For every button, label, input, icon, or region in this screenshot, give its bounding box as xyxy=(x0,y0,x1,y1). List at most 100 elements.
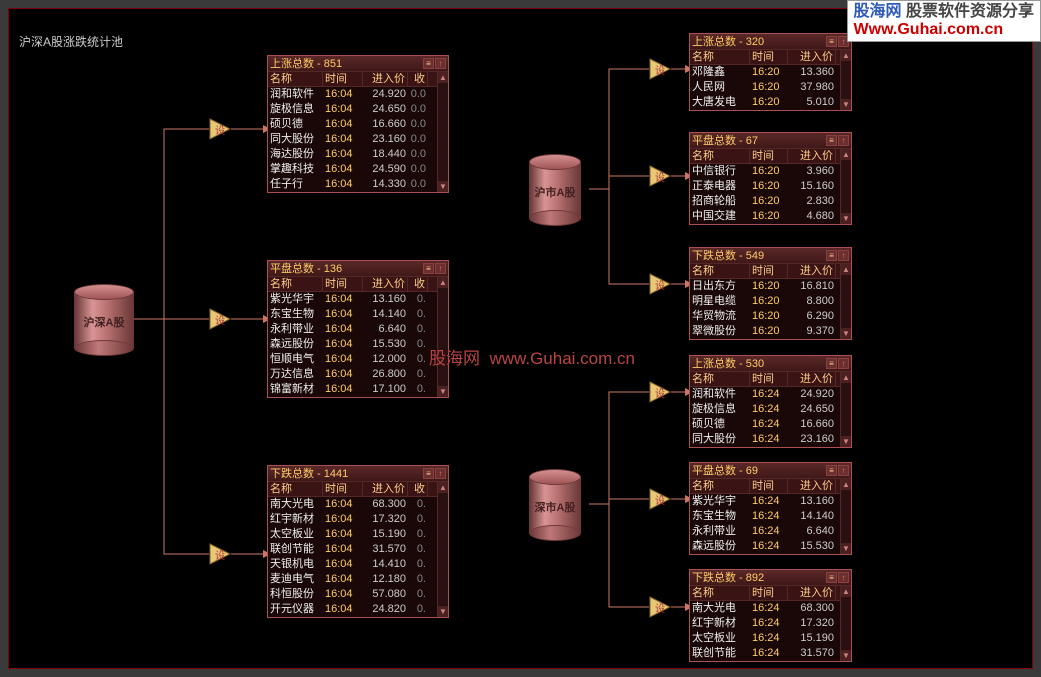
scrollbar[interactable]: ▲▼ xyxy=(840,479,851,554)
menu-icon[interactable]: ≡ xyxy=(423,263,434,274)
table-row[interactable]: 永利带业16:246.640 xyxy=(690,524,851,539)
table-row[interactable]: 中国交建16:204.680 xyxy=(690,209,851,224)
panel-header[interactable]: 平盘总数 - 136 ≡↑ xyxy=(268,261,448,277)
table-row[interactable]: 同大股份16:0423.1600.0 xyxy=(268,132,448,147)
table-row[interactable]: 正泰电器16:2015.160 xyxy=(690,179,851,194)
table-row[interactable]: 硕贝德16:2416.660 xyxy=(690,417,851,432)
cylinder-ss[interactable]: 深市A股 xyxy=(529,469,581,541)
table-row[interactable]: 南大光电16:2468.300 xyxy=(690,601,851,616)
table-row[interactable]: 掌趣科技16:0424.5900.0 xyxy=(268,162,448,177)
watermark-banner: 股海网 股票软件资源分享 Www.Guhai.com.cn xyxy=(847,0,1041,42)
filter-triangle[interactable]: 设 xyxy=(649,165,671,187)
page-title: 沪深A股涨跌统计池 xyxy=(19,33,123,50)
table-row[interactable]: 华贸物流16:206.290 xyxy=(690,309,851,324)
table-row[interactable]: 中信银行16:203.960 xyxy=(690,164,851,179)
table-row[interactable]: 联创节能16:0431.5700. xyxy=(268,542,448,557)
table-row[interactable]: 海达股份16:0418.4400.0 xyxy=(268,147,448,162)
scrollbar[interactable]: ▲▼ xyxy=(840,149,851,224)
up-arrow-icon[interactable]: ↑ xyxy=(435,263,446,274)
panel-header[interactable]: 上涨总数 - 530≡↑ xyxy=(690,356,851,372)
table-row[interactable]: 联创节能16:2431.570 xyxy=(690,646,851,661)
table-header: 名称时间进入价 xyxy=(690,372,851,387)
up-arrow-icon[interactable]: ↑ xyxy=(838,135,849,146)
table-header: 名称时间进入价 xyxy=(690,50,851,65)
scrollbar[interactable]: ▲▼ xyxy=(840,372,851,447)
table-row[interactable]: 永利带业16:046.6400. xyxy=(268,322,448,337)
panel-ss-down: 下跌总数 - 892≡↑ 名称时间进入价 南大光电16:2468.300红宇新材… xyxy=(689,569,852,662)
menu-icon[interactable]: ≡ xyxy=(826,572,837,583)
filter-triangle[interactable]: 设 xyxy=(649,273,671,295)
cylinder-hs[interactable]: 沪市A股 xyxy=(529,154,581,226)
menu-icon[interactable]: ≡ xyxy=(826,250,837,261)
table-row[interactable]: 森远股份16:0415.5300. xyxy=(268,337,448,352)
table-row[interactable]: 锦富新材16:0417.1000. xyxy=(268,382,448,397)
panel-header[interactable]: 下跌总数 - 1441 ≡↑ xyxy=(268,466,448,482)
table-header: 名称时间进入价收 xyxy=(268,277,448,292)
panel-header[interactable]: 下跌总数 - 892≡↑ xyxy=(690,570,851,586)
filter-triangle[interactable]: 设 xyxy=(649,58,671,80)
filter-triangle[interactable]: 设 xyxy=(209,118,231,140)
table-row[interactable]: 招商轮船16:202.830 xyxy=(690,194,851,209)
table-row[interactable]: 太空板业16:0415.1900. xyxy=(268,527,448,542)
filter-triangle[interactable]: 设 xyxy=(209,543,231,565)
panel-hs-flat: 平盘总数 - 67≡↑ 名称时间进入价 中信银行16:203.960正泰电器16… xyxy=(689,132,852,225)
table-row[interactable]: 明星电缆16:208.800 xyxy=(690,294,851,309)
panel-header[interactable]: 平盘总数 - 69≡↑ xyxy=(690,463,851,479)
panel-header[interactable]: 平盘总数 - 67≡↑ xyxy=(690,133,851,149)
table-row[interactable]: 红宇新材16:0417.3200. xyxy=(268,512,448,527)
table-row[interactable]: 太空板业16:2415.190 xyxy=(690,631,851,646)
table-row[interactable]: 东宝生物16:0414.1400. xyxy=(268,307,448,322)
table-row[interactable]: 恒顺电气16:0412.0000. xyxy=(268,352,448,367)
cylinder-main[interactable]: 沪深A股 xyxy=(74,284,134,356)
up-arrow-icon[interactable]: ↑ xyxy=(838,358,849,369)
table-row[interactable]: 人民网16:2037.980 xyxy=(690,80,851,95)
table-row[interactable]: 翠微股份16:209.370 xyxy=(690,324,851,339)
up-arrow-icon[interactable]: ↑ xyxy=(838,572,849,583)
table-row[interactable]: 旋极信息16:0424.6500.0 xyxy=(268,102,448,117)
menu-icon[interactable]: ≡ xyxy=(826,135,837,146)
scrollbar[interactable]: ▲▼ xyxy=(437,482,448,617)
table-row[interactable]: 东宝生物16:2414.140 xyxy=(690,509,851,524)
scrollbar[interactable]: ▲▼ xyxy=(840,586,851,661)
table-row[interactable]: 大唐发电16:205.010 xyxy=(690,95,851,110)
table-row[interactable]: 科恒股份16:0457.0800. xyxy=(268,587,448,602)
filter-triangle[interactable]: 设 xyxy=(209,308,231,330)
table-row[interactable]: 润和软件16:2424.920 xyxy=(690,387,851,402)
table-row[interactable]: 任子行16:0414.3300.0 xyxy=(268,177,448,192)
panel-header[interactable]: 下跌总数 - 549≡↑ xyxy=(690,248,851,264)
table-row[interactable]: 硕贝德16:0416.6600.0 xyxy=(268,117,448,132)
table-row[interactable]: 红宇新材16:2417.320 xyxy=(690,616,851,631)
table-row[interactable]: 邓隆鑫16:2013.360 xyxy=(690,65,851,80)
filter-triangle[interactable]: 设 xyxy=(649,596,671,618)
table-row[interactable]: 天银机电16:0414.4100. xyxy=(268,557,448,572)
menu-icon[interactable]: ≡ xyxy=(826,36,837,47)
scrollbar[interactable]: ▲▼ xyxy=(840,264,851,339)
filter-triangle[interactable]: 设 xyxy=(649,381,671,403)
menu-icon[interactable]: ≡ xyxy=(423,58,434,69)
table-row[interactable]: 旋极信息16:2424.650 xyxy=(690,402,851,417)
menu-icon[interactable]: ≡ xyxy=(423,468,434,479)
panel-header[interactable]: 上涨总数 - 851 ≡↑ xyxy=(268,56,448,72)
table-row[interactable]: 同大股份16:2423.160 xyxy=(690,432,851,447)
menu-icon[interactable]: ≡ xyxy=(826,465,837,476)
up-arrow-icon[interactable]: ↑ xyxy=(838,465,849,476)
scrollbar[interactable]: ▲▼ xyxy=(437,72,448,192)
scrollbar[interactable]: ▲▼ xyxy=(840,50,851,110)
table-row[interactable]: 润和软件16:0424.9200.0 xyxy=(268,87,448,102)
table-row[interactable]: 万达信息16:0426.8000. xyxy=(268,367,448,382)
table-row[interactable]: 森远股份16:2415.530 xyxy=(690,539,851,554)
table-row[interactable]: 麦迪电气16:0412.1800. xyxy=(268,572,448,587)
table-row[interactable]: 紫光华宇16:2413.160 xyxy=(690,494,851,509)
panel-up-left: 上涨总数 - 851 ≡↑ 名称时间进入价收 润和软件16:0424.9200.… xyxy=(267,55,449,193)
table-row[interactable]: 开元仪器16:0424.8200. xyxy=(268,602,448,617)
table-row[interactable]: 日出东方16:2016.810 xyxy=(690,279,851,294)
table-row[interactable]: 南大光电16:0468.3000. xyxy=(268,497,448,512)
scrollbar[interactable]: ▲▼ xyxy=(437,277,448,397)
menu-icon[interactable]: ≡ xyxy=(826,358,837,369)
up-arrow-icon[interactable]: ↑ xyxy=(435,468,446,479)
panel-header[interactable]: 上涨总数 - 320≡↑ xyxy=(690,34,851,50)
up-arrow-icon[interactable]: ↑ xyxy=(435,58,446,69)
table-row[interactable]: 紫光华宇16:0413.1600. xyxy=(268,292,448,307)
up-arrow-icon[interactable]: ↑ xyxy=(838,250,849,261)
filter-triangle[interactable]: 设 xyxy=(649,488,671,510)
